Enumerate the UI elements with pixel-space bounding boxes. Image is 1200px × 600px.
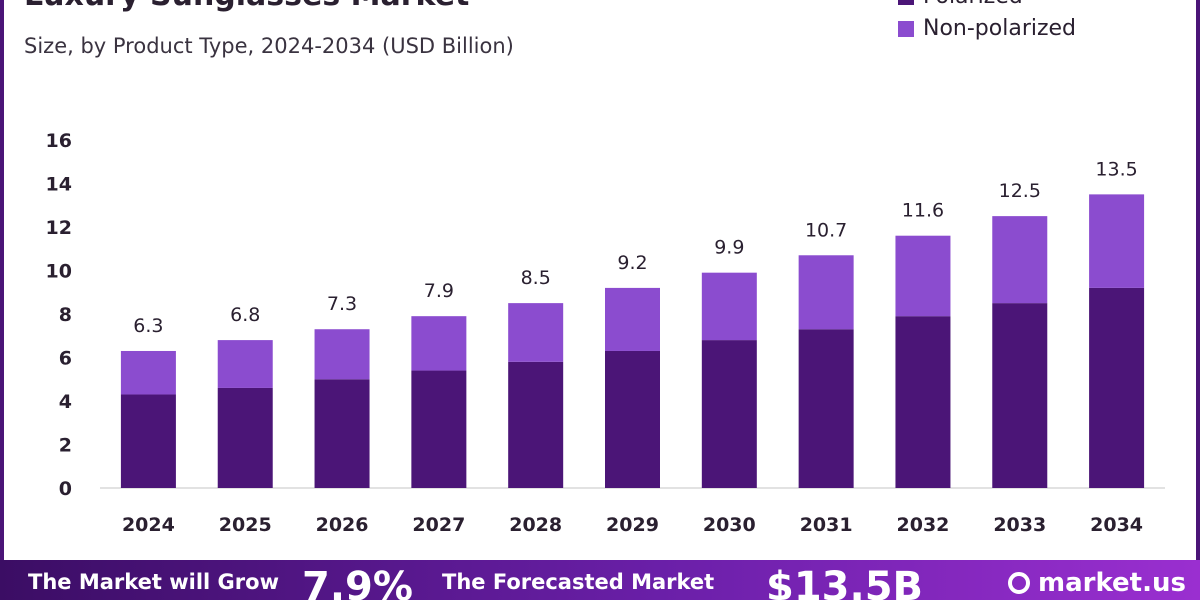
- y-tick-label: 0: [59, 478, 72, 500]
- bar-non-polarized: [605, 287, 660, 351]
- bar-polarized: [992, 303, 1048, 488]
- x-tick-label: 2028: [509, 514, 562, 536]
- bar-non-polarized: [798, 255, 854, 330]
- footer-growth-rate: 7.9%: [302, 564, 413, 600]
- bar-polarized: [217, 387, 273, 488]
- bar-polarized: [605, 350, 660, 488]
- bar-total-label: 8.5: [521, 267, 551, 289]
- bar-non-polarized: [411, 316, 467, 371]
- footer-forecast-text: The Forecasted Market: [442, 570, 715, 594]
- bar-total-label: 6.3: [133, 315, 163, 337]
- x-tick-label: 2029: [606, 514, 659, 536]
- x-tick-label: 2030: [703, 514, 756, 536]
- bar-total-label: 9.2: [617, 252, 647, 274]
- legend-item-polarized: Polarized: [898, 0, 1023, 10]
- bar-polarized: [895, 316, 951, 488]
- bar-polarized: [120, 394, 176, 488]
- y-tick-label: 10: [46, 261, 72, 283]
- legend-label-polarized: Polarized: [923, 0, 1023, 10]
- x-tick-label: 2024: [122, 514, 175, 536]
- chart-subtitle: Size, by Product Type, 2024-2034 (USD Bi…: [24, 34, 514, 58]
- bar-chart: 0 2 4 6 8 10 12 14 16 6.3 2024 6.8 2025 7.3 2026 7.9 202…: [46, 130, 1165, 536]
- left-border: [0, 0, 4, 560]
- bar-non-polarized: [1089, 194, 1145, 288]
- brand-name: market.us: [1038, 568, 1186, 598]
- chart-title: Luxury Sunglasses Market: [24, 0, 469, 13]
- legend-swatch-polarized: [898, 0, 914, 5]
- x-tick-label: 2034: [1090, 514, 1143, 536]
- y-tick-label: 6: [59, 348, 72, 370]
- x-tick-label: 2033: [993, 514, 1046, 536]
- bar-polarized: [1089, 287, 1145, 488]
- brand-logo-icon: [1008, 572, 1030, 594]
- footer-banner: The Market will Grow 7.9% The Forecasted…: [0, 560, 1200, 600]
- y-tick-label: 8: [59, 304, 72, 326]
- bar-polarized: [508, 361, 564, 488]
- bar-total-label: 9.9: [714, 237, 744, 259]
- footer-forecast-value: $13.5B: [766, 564, 924, 600]
- bar-total-label: 7.3: [327, 293, 357, 315]
- y-tick-label: 2: [59, 435, 72, 457]
- legend-item-non-polarized: Non-polarized: [898, 16, 1076, 42]
- bar-polarized: [798, 329, 854, 488]
- bar-polarized: [701, 340, 757, 488]
- bar-total-label: 10.7: [805, 219, 847, 241]
- legend: Polarized Non-polarized: [898, 0, 1188, 44]
- y-tick-label: 12: [46, 217, 72, 239]
- bar-non-polarized: [895, 235, 951, 317]
- bar-total-label: 11.6: [902, 200, 944, 222]
- brand-logo: market.us: [1008, 568, 1186, 598]
- bar-total-label: 7.9: [424, 280, 454, 302]
- x-tick-label: 2032: [897, 514, 950, 536]
- bar-non-polarized: [508, 303, 564, 362]
- y-tick-label: 14: [46, 174, 72, 196]
- x-tick-label: 2027: [412, 514, 465, 536]
- x-tick-label: 2031: [800, 514, 853, 536]
- bar-non-polarized: [701, 272, 757, 341]
- bar-total-label: 12.5: [999, 180, 1041, 202]
- bar-non-polarized: [314, 329, 370, 380]
- bar-polarized: [411, 370, 467, 488]
- y-tick-label: 4: [59, 391, 72, 413]
- bar-non-polarized: [992, 216, 1048, 304]
- x-tick-label: 2025: [219, 514, 272, 536]
- legend-swatch-non-polarized: [898, 21, 914, 37]
- legend-label-non-polarized: Non-polarized: [923, 16, 1077, 41]
- bar-non-polarized: [120, 350, 176, 395]
- footer-grow-text: The Market will Grow: [28, 570, 279, 594]
- bar-polarized: [314, 379, 370, 488]
- bar-total-label: 13.5: [1095, 158, 1137, 180]
- bar-total-label: 6.8: [230, 304, 260, 326]
- bar-non-polarized: [217, 340, 273, 388]
- y-tick-label: 16: [46, 130, 72, 152]
- x-tick-label: 2026: [316, 514, 369, 536]
- right-border: [1196, 0, 1200, 560]
